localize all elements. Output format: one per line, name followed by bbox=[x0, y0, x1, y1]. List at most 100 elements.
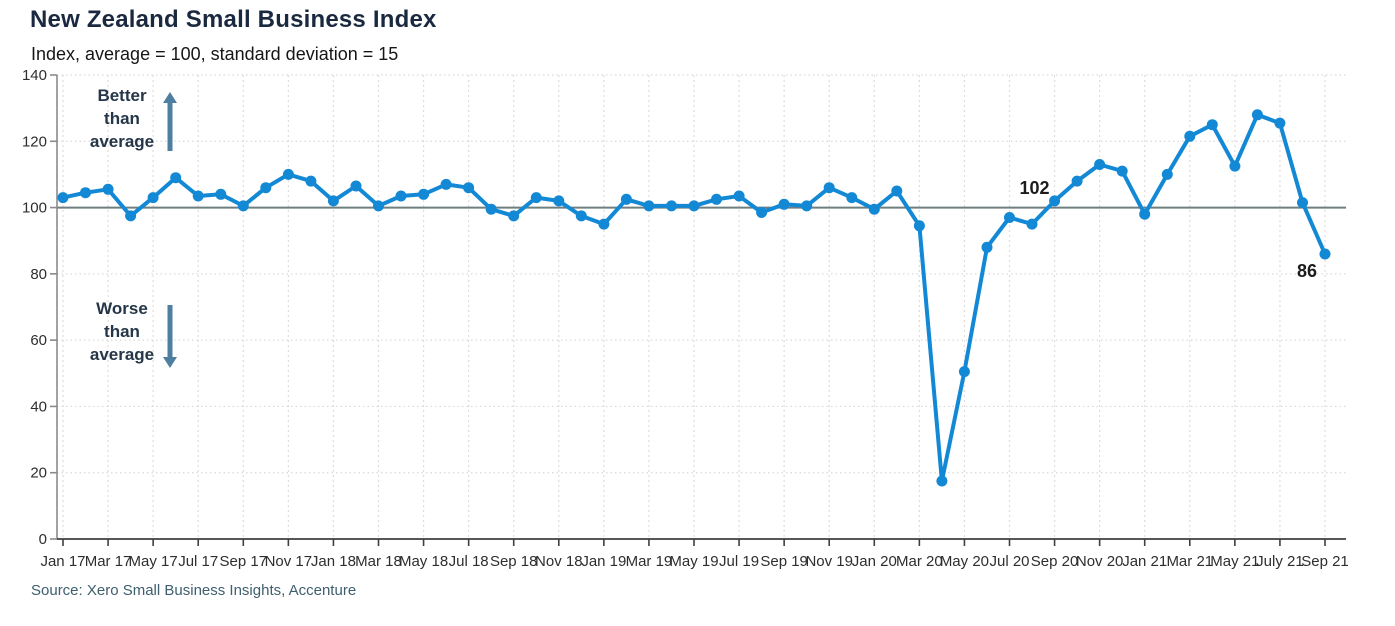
data-point bbox=[102, 183, 114, 195]
y-tick-label: 80 bbox=[30, 266, 47, 283]
data-point bbox=[1274, 117, 1286, 129]
data-point bbox=[305, 175, 317, 187]
data-point bbox=[643, 200, 655, 212]
point-label-86: 86 bbox=[1297, 261, 1317, 281]
data-point bbox=[958, 366, 970, 378]
data-point bbox=[981, 241, 993, 253]
data-point bbox=[891, 185, 903, 197]
up-arrowhead-icon bbox=[163, 92, 177, 103]
data-point bbox=[1251, 109, 1263, 121]
page-title: New Zealand Small Business Index bbox=[30, 6, 437, 33]
x-tick-label: Jul 20 bbox=[989, 553, 1029, 570]
data-point bbox=[778, 198, 790, 210]
data-point bbox=[598, 218, 610, 230]
y-tick-label: 0 bbox=[39, 531, 47, 548]
data-point bbox=[1161, 168, 1173, 180]
data-point bbox=[936, 475, 948, 487]
data-point bbox=[80, 187, 91, 199]
data-point bbox=[823, 182, 835, 194]
y-tick-label: 100 bbox=[22, 200, 47, 217]
data-point bbox=[260, 182, 272, 194]
data-point bbox=[215, 188, 227, 200]
point-label-102: 102 bbox=[1020, 178, 1050, 198]
x-tick-label: Sep 18 bbox=[490, 553, 538, 570]
data-point bbox=[373, 200, 384, 212]
x-tick-label: Sep 19 bbox=[760, 553, 808, 570]
x-tick-label: Jan 20 bbox=[852, 553, 897, 570]
data-point bbox=[846, 192, 858, 204]
data-point bbox=[418, 188, 430, 200]
x-tick-label: May 19 bbox=[669, 553, 718, 570]
data-point bbox=[666, 200, 677, 212]
x-tick-label: July 21 bbox=[1256, 553, 1304, 570]
x-tick-label: May 21 bbox=[1210, 553, 1259, 570]
x-tick-label: Jan 21 bbox=[1122, 553, 1167, 570]
x-tick-label: Jul 18 bbox=[449, 553, 489, 570]
data-point bbox=[463, 182, 475, 194]
x-tick-label: Nov 18 bbox=[535, 553, 583, 570]
data-point bbox=[1026, 218, 1038, 230]
annotation-worse-than-average: Worse than average bbox=[89, 299, 155, 364]
data-point bbox=[620, 193, 632, 205]
y-tick-label: 40 bbox=[30, 398, 47, 415]
data-point bbox=[868, 203, 880, 215]
data-point bbox=[192, 190, 204, 202]
x-tick-label: Mar 19 bbox=[626, 553, 673, 570]
x-tick-label: Mar 17 bbox=[85, 553, 132, 570]
data-point bbox=[553, 195, 565, 207]
data-point bbox=[237, 200, 249, 212]
data-point bbox=[756, 207, 768, 218]
data-point bbox=[1094, 159, 1106, 170]
x-tick-label: Sep 20 bbox=[1031, 553, 1079, 570]
data-point bbox=[57, 192, 69, 204]
source-note: Source: Xero Small Business Insights, Ac… bbox=[31, 582, 357, 599]
y-tick-label: 120 bbox=[22, 133, 47, 150]
x-tick-label: Jan 17 bbox=[40, 553, 85, 570]
data-point bbox=[440, 178, 452, 190]
x-tick-label: Nov 19 bbox=[805, 553, 853, 570]
x-tick-label: Jan 18 bbox=[311, 553, 356, 570]
x-tick-label: Nov 17 bbox=[265, 553, 313, 570]
data-point bbox=[327, 195, 339, 207]
data-point bbox=[147, 192, 159, 204]
data-point bbox=[1184, 130, 1196, 142]
data-point bbox=[1229, 160, 1241, 172]
down-arrowhead-icon bbox=[163, 357, 177, 368]
data-point bbox=[801, 200, 813, 212]
data-point bbox=[1206, 119, 1218, 131]
data-point bbox=[530, 192, 542, 204]
data-point bbox=[1071, 175, 1083, 187]
annotation-better-than-average: Better than average bbox=[89, 86, 155, 151]
data-point bbox=[125, 210, 137, 222]
chart-subtitle: Index, average = 100, standard deviation… bbox=[31, 44, 399, 64]
data-point bbox=[350, 180, 362, 192]
data-point bbox=[913, 220, 925, 232]
y-tick-label: 60 bbox=[30, 332, 47, 349]
data-point bbox=[485, 203, 497, 215]
data-point bbox=[733, 190, 745, 202]
data-point bbox=[575, 210, 587, 222]
data-point bbox=[1004, 212, 1015, 223]
x-tick-label: Jan 19 bbox=[581, 553, 626, 570]
x-tick-label: Jul 19 bbox=[719, 553, 759, 570]
x-tick-label: Mar 18 bbox=[355, 553, 402, 570]
data-point bbox=[1049, 195, 1061, 207]
x-tick-label: Mar 20 bbox=[896, 553, 943, 570]
data-point bbox=[1297, 197, 1308, 209]
x-tick-label: May 20 bbox=[940, 553, 989, 570]
y-tick-label: 20 bbox=[30, 465, 47, 482]
data-point bbox=[711, 193, 722, 205]
data-point bbox=[1139, 208, 1151, 220]
x-tick-label: Jul 17 bbox=[178, 553, 218, 570]
data-point bbox=[395, 190, 407, 202]
x-tick-label: May 18 bbox=[399, 553, 448, 570]
x-tick-label: Sep 21 bbox=[1301, 553, 1349, 570]
data-point bbox=[282, 168, 294, 180]
y-tick-label: 140 bbox=[22, 67, 47, 84]
data-point bbox=[1116, 165, 1128, 177]
x-tick-label: Nov 20 bbox=[1076, 553, 1124, 570]
data-point bbox=[1319, 248, 1331, 260]
data-point bbox=[170, 172, 182, 184]
